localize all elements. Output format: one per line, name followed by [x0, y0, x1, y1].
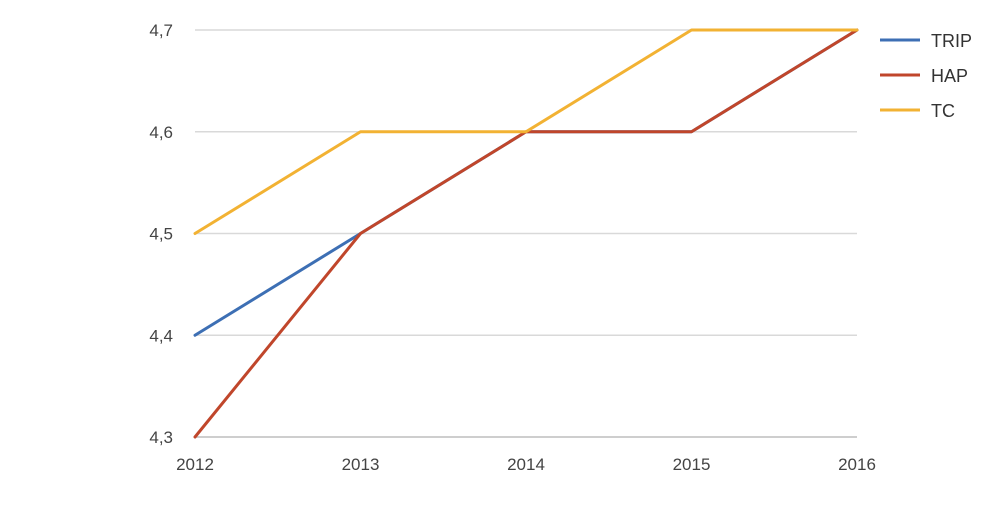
- x-tick-label: 2014: [507, 455, 545, 474]
- x-axis-ticks: 2012 2013 2014 2015 2016: [176, 455, 876, 474]
- y-tick-label: 4,7: [149, 21, 173, 40]
- series-line-tc: [193, 28, 859, 235]
- legend: TRIP HAP TC: [880, 31, 972, 121]
- y-tick-label: 4,5: [149, 225, 173, 244]
- series-line-trip: [193, 28, 859, 337]
- legend-label-hap: HAP: [931, 66, 968, 86]
- gridlines: [195, 29, 857, 438]
- y-tick-label: 4,4: [149, 326, 173, 345]
- legend-label-trip: TRIP: [931, 31, 972, 51]
- legend-label-tc: TC: [931, 101, 955, 121]
- x-tick-label: 2016: [838, 455, 876, 474]
- y-tick-label: 4,3: [149, 428, 173, 447]
- y-tick-label: 4,6: [149, 123, 173, 142]
- x-tick-label: 2012: [176, 455, 214, 474]
- x-tick-label: 2013: [342, 455, 380, 474]
- x-tick-label: 2015: [673, 455, 711, 474]
- series-lines: [193, 28, 859, 439]
- y-axis-ticks: 4,3 4,4 4,5 4,6 4,7: [149, 21, 173, 447]
